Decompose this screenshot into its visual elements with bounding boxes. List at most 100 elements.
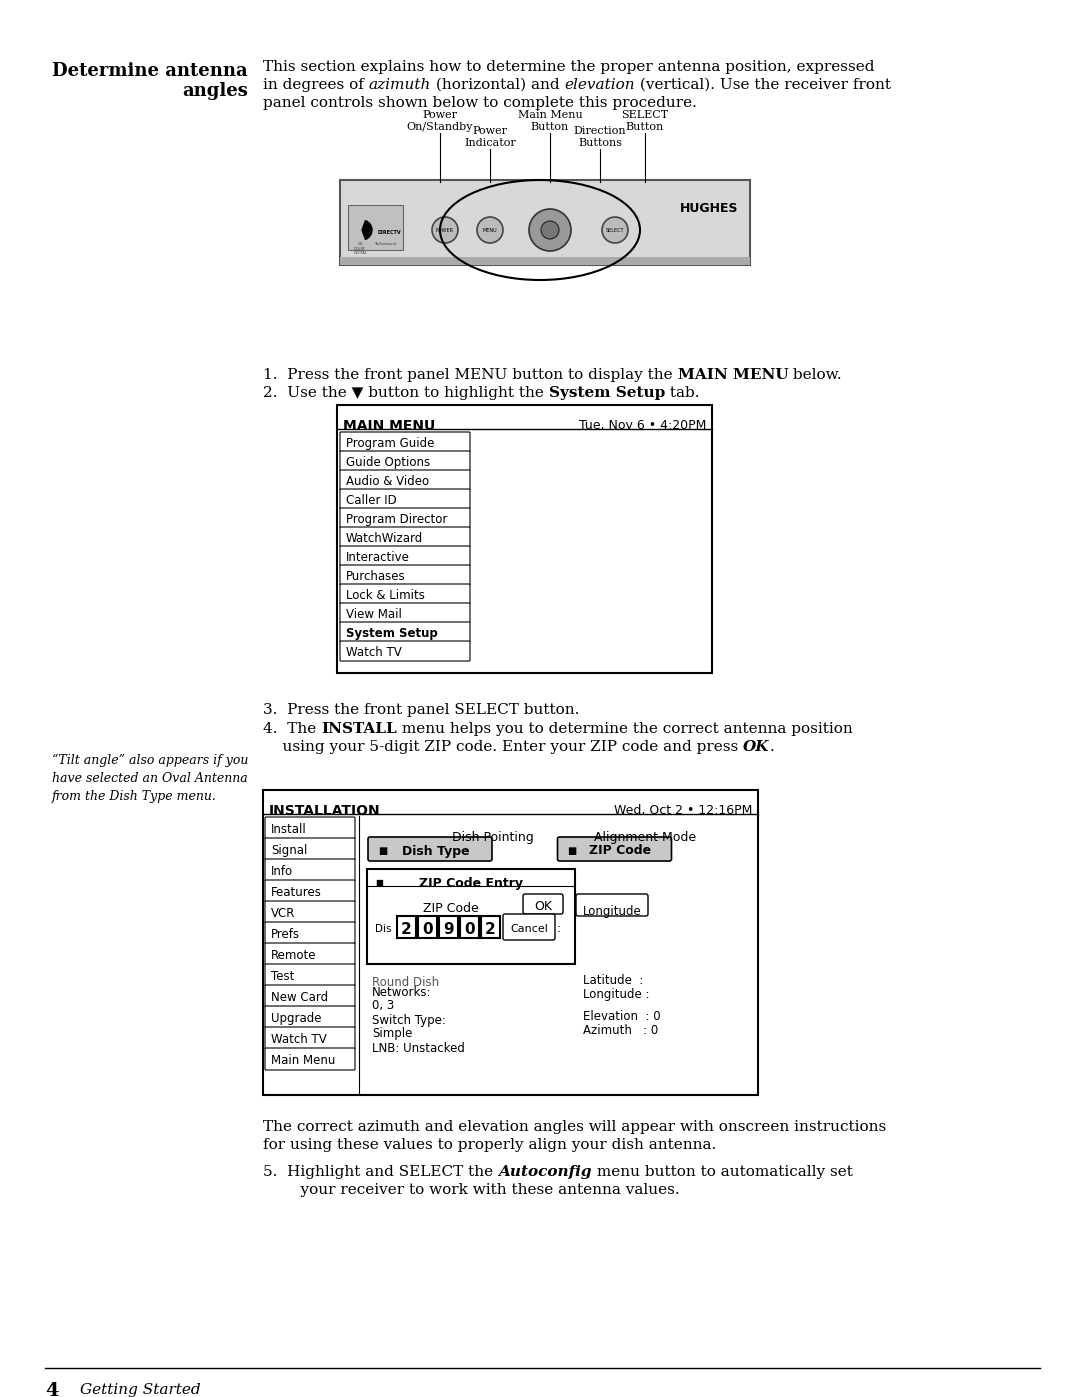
Text: Alignment Mode: Alignment Mode bbox=[594, 831, 697, 844]
Text: using your 5-digit ZIP code. Enter your ZIP code and press: using your 5-digit ZIP code. Enter your … bbox=[264, 740, 743, 754]
Text: 2.  Use the ▼ button to highlight the: 2. Use the ▼ button to highlight the bbox=[264, 386, 549, 400]
Text: Dis: Dis bbox=[375, 923, 391, 935]
Text: Guide Options: Guide Options bbox=[346, 455, 430, 469]
Text: INSTALLATION: INSTALLATION bbox=[269, 805, 380, 819]
Text: 0: 0 bbox=[464, 922, 475, 936]
Text: 4: 4 bbox=[45, 1382, 58, 1397]
FancyBboxPatch shape bbox=[340, 622, 470, 643]
Text: The correct azimuth and elevation angles will appear with onscreen instructions: The correct azimuth and elevation angles… bbox=[264, 1120, 887, 1134]
FancyBboxPatch shape bbox=[576, 894, 648, 916]
Bar bbox=[438, 916, 458, 937]
Text: Audio & Video: Audio & Video bbox=[346, 475, 429, 488]
Text: 1.  Press the front panel MENU button to display the: 1. Press the front panel MENU button to … bbox=[264, 367, 677, 381]
FancyBboxPatch shape bbox=[265, 859, 355, 882]
FancyBboxPatch shape bbox=[557, 837, 672, 861]
Text: Power
Indicator: Power Indicator bbox=[464, 126, 516, 148]
Text: Main Menu
Button: Main Menu Button bbox=[517, 110, 582, 131]
FancyBboxPatch shape bbox=[340, 641, 470, 661]
FancyBboxPatch shape bbox=[265, 901, 355, 923]
Text: Wed, Oct 2 • 12:16PM: Wed, Oct 2 • 12:16PM bbox=[613, 805, 752, 817]
Text: SELECT: SELECT bbox=[606, 228, 624, 232]
Text: Install: Install bbox=[271, 823, 307, 835]
Text: ZIP Code: ZIP Code bbox=[423, 902, 478, 915]
Text: LNB: Unstacked: LNB: Unstacked bbox=[372, 1042, 464, 1055]
Text: TruSurround: TruSurround bbox=[374, 242, 396, 246]
Text: Lock & Limits: Lock & Limits bbox=[346, 590, 424, 602]
Text: Prefs: Prefs bbox=[271, 928, 300, 942]
Text: Direction
Buttons: Direction Buttons bbox=[573, 126, 626, 148]
Text: Dish Pointing: Dish Pointing bbox=[453, 831, 535, 844]
Text: Azimuth   : 0: Azimuth : 0 bbox=[583, 1024, 658, 1037]
FancyBboxPatch shape bbox=[340, 564, 470, 585]
Text: Switch Type:: Switch Type: bbox=[372, 1014, 446, 1027]
FancyBboxPatch shape bbox=[340, 527, 470, 548]
Text: elevation: elevation bbox=[565, 78, 635, 92]
Text: Features: Features bbox=[271, 886, 322, 900]
Bar bbox=[418, 916, 437, 937]
Text: Power
On/Standby: Power On/Standby bbox=[407, 110, 473, 131]
Text: 2: 2 bbox=[401, 922, 411, 936]
Text: ■: ■ bbox=[375, 877, 383, 887]
Bar bbox=[264, 789, 758, 1095]
FancyBboxPatch shape bbox=[340, 489, 470, 509]
Bar bbox=[397, 916, 416, 937]
Text: angles: angles bbox=[183, 82, 248, 101]
FancyBboxPatch shape bbox=[265, 817, 355, 840]
FancyBboxPatch shape bbox=[265, 985, 355, 1007]
FancyBboxPatch shape bbox=[368, 837, 492, 861]
FancyBboxPatch shape bbox=[523, 894, 563, 914]
Text: 5.  Highlight and SELECT the: 5. Highlight and SELECT the bbox=[264, 1165, 498, 1179]
Text: MAIN MENU: MAIN MENU bbox=[343, 419, 435, 433]
Circle shape bbox=[541, 221, 559, 239]
Bar bbox=[348, 205, 403, 250]
FancyBboxPatch shape bbox=[265, 964, 355, 986]
FancyBboxPatch shape bbox=[265, 1027, 355, 1049]
FancyBboxPatch shape bbox=[340, 469, 470, 490]
Bar bbox=[460, 916, 480, 937]
Text: 0, 3: 0, 3 bbox=[372, 999, 394, 1011]
Text: Round Dish: Round Dish bbox=[372, 977, 440, 989]
Text: 2: 2 bbox=[485, 922, 496, 936]
Text: 3.  Press the front panel SELECT button.: 3. Press the front panel SELECT button. bbox=[264, 703, 579, 717]
FancyBboxPatch shape bbox=[340, 604, 470, 623]
Text: HUGHES: HUGHES bbox=[679, 203, 738, 215]
Text: .: . bbox=[770, 740, 774, 754]
Text: Program Guide: Program Guide bbox=[346, 437, 434, 450]
Text: Determine antenna: Determine antenna bbox=[52, 61, 248, 80]
Text: menu button to automatically set: menu button to automatically set bbox=[592, 1165, 852, 1179]
Ellipse shape bbox=[529, 210, 571, 251]
Text: MENU: MENU bbox=[483, 228, 497, 232]
Text: System Setup: System Setup bbox=[549, 386, 665, 400]
Text: Program Director: Program Director bbox=[346, 513, 447, 527]
FancyBboxPatch shape bbox=[265, 838, 355, 861]
Text: 9: 9 bbox=[443, 922, 454, 936]
Text: DIRECTV: DIRECTV bbox=[378, 229, 402, 235]
Text: Latitude  :: Latitude : bbox=[583, 974, 644, 988]
Text: WatchWizard: WatchWizard bbox=[346, 532, 423, 545]
Text: Upgrade: Upgrade bbox=[271, 1011, 322, 1025]
Text: Caller ID: Caller ID bbox=[346, 495, 396, 507]
Text: Main Menu: Main Menu bbox=[271, 1053, 336, 1067]
Text: (vertical). Use the receiver front: (vertical). Use the receiver front bbox=[635, 78, 891, 92]
Text: in degrees of: in degrees of bbox=[264, 78, 368, 92]
Bar bbox=[367, 869, 575, 964]
Text: VCR: VCR bbox=[271, 907, 295, 921]
Text: System Setup: System Setup bbox=[346, 627, 437, 640]
Text: ■: ■ bbox=[567, 847, 577, 856]
Text: ZIP Code: ZIP Code bbox=[590, 845, 651, 858]
Text: ZIP Code Entry: ZIP Code Entry bbox=[419, 877, 523, 890]
Text: Watch TV: Watch TV bbox=[346, 645, 402, 659]
Text: MAIN MENU: MAIN MENU bbox=[677, 367, 788, 381]
FancyBboxPatch shape bbox=[265, 1006, 355, 1028]
Bar bbox=[337, 405, 712, 673]
Text: Elevation  : 0: Elevation : 0 bbox=[583, 1010, 661, 1023]
FancyBboxPatch shape bbox=[340, 546, 470, 566]
Text: OK: OK bbox=[743, 740, 770, 754]
Text: Longitude: Longitude bbox=[582, 905, 642, 918]
Text: ■: ■ bbox=[378, 847, 388, 856]
Text: for using these values to properly align your dish antenna.: for using these values to properly align… bbox=[264, 1139, 716, 1153]
Wedge shape bbox=[362, 221, 372, 239]
Text: (horizontal) and: (horizontal) and bbox=[431, 78, 565, 92]
Text: Cancel: Cancel bbox=[510, 923, 548, 935]
Text: tab.: tab. bbox=[665, 386, 700, 400]
